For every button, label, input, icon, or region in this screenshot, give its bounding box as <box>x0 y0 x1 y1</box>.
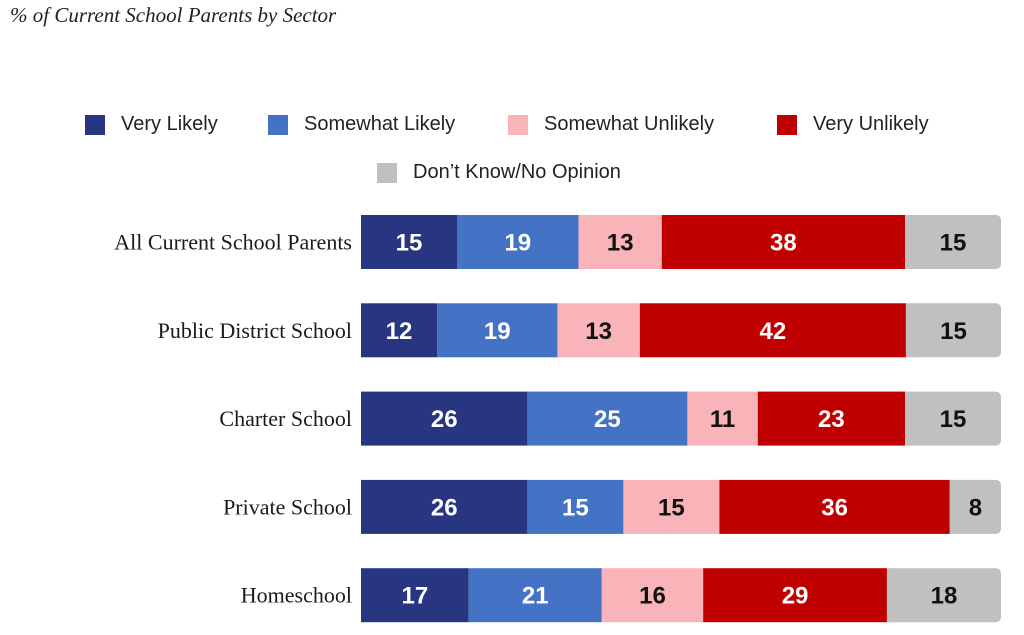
legend-label-somewhat-likely: Somewhat Likely <box>304 113 456 135</box>
bar-segment-somewhat-likely <box>457 215 579 269</box>
bar-segment-somewhat-unlikely <box>623 479 720 534</box>
bar-segment-very-likely <box>361 303 438 358</box>
bar-segment-somewhat-likely <box>527 391 688 446</box>
category-label: Homeschool <box>241 583 352 608</box>
bar-row-all-current-school-parents: All Current School Parents 15 19 13 38 15 <box>114 215 1001 269</box>
data-label: 21 <box>522 583 549 610</box>
legend-label-very-likely: Very Likely <box>121 113 218 135</box>
category-label: Private School <box>223 494 352 519</box>
bar-segment-very-unlikely <box>661 215 905 269</box>
data-label: 8 <box>969 494 982 521</box>
bar-segment-very-likely <box>361 215 457 269</box>
bar-segment-don-t-know-no-opinion <box>905 303 1001 358</box>
category-label: Charter School <box>219 406 352 431</box>
data-label: 11 <box>710 406 735 433</box>
bar-segment-very-likely <box>361 391 528 446</box>
legend-item-very-unlikely: Very Unlikely <box>777 113 929 136</box>
bar-segment-edge <box>905 303 914 358</box>
bar-segment-somewhat-unlikely <box>601 568 704 623</box>
data-label: 36 <box>821 494 848 521</box>
category-label: All Current School Parents <box>114 230 352 255</box>
bar-row-charter-school: Charter School 26 25 11 23 15 <box>219 391 1001 446</box>
bar-segment-edge <box>886 568 895 623</box>
data-label: 13 <box>607 230 634 257</box>
data-label: 18 <box>931 583 958 610</box>
data-label: 13 <box>585 318 612 345</box>
data-label: 16 <box>639 583 666 610</box>
bar-segment-edge <box>905 391 913 446</box>
data-label: 19 <box>504 230 531 257</box>
legend-swatch-somewhat-unlikely <box>508 114 528 135</box>
data-label: 25 <box>594 406 621 433</box>
legend-swatch-very-unlikely <box>777 114 797 135</box>
bar-segment-don-t-know-no-opinion <box>905 391 1001 446</box>
bar-segment-very-likely <box>361 568 469 623</box>
data-label: 38 <box>770 230 797 257</box>
legend-label-somewhat-unlikely: Somewhat Unlikely <box>544 113 715 135</box>
bar-segment-somewhat-likely <box>437 303 558 358</box>
bar-segment-don-t-know-no-opinion <box>949 479 1001 534</box>
bar-segment-somewhat-likely <box>527 479 624 534</box>
data-label: 15 <box>562 494 589 521</box>
bar-segment-somewhat-likely <box>468 568 602 623</box>
legend-swatch-somewhat-likely <box>268 114 288 135</box>
data-label: 15 <box>940 318 967 345</box>
legend-item-somewhat-unlikely: Somewhat Unlikely <box>508 113 714 136</box>
bar-segment-edge <box>949 479 958 534</box>
bar-segment-don-t-know-no-opinion <box>886 568 1001 623</box>
legend-swatch-very-likely <box>85 114 105 135</box>
data-label: 26 <box>431 494 458 521</box>
data-label: 15 <box>940 406 967 433</box>
bar-segment-very-unlikely <box>757 391 905 446</box>
bar-segment-very-unlikely <box>703 568 887 623</box>
bar-row-private-school: Private School 26 15 15 36 8 <box>223 479 1001 534</box>
data-label: 23 <box>818 406 845 433</box>
bar-segment-don-t-know-no-opinion <box>905 215 1001 269</box>
bar-segment-very-unlikely <box>639 303 906 358</box>
bar-segment-very-unlikely <box>719 479 950 534</box>
legend-item-very-likely: Very Likely <box>85 113 218 136</box>
category-label: Public District School <box>158 318 352 343</box>
data-label: 15 <box>396 230 423 257</box>
legend-item-somewhat-likely: Somewhat Likely <box>268 113 455 136</box>
legend-label-very-unlikely: Very Unlikely <box>813 113 929 135</box>
legend-swatch-dont-know <box>377 162 397 183</box>
data-label: 29 <box>782 583 809 610</box>
data-label: 26 <box>431 406 458 433</box>
data-label: 15 <box>658 494 685 521</box>
bar-row-homeschool: Homeschool 17 21 16 29 18 <box>241 568 1001 623</box>
legend-item-dont-know: Don’t Know/No Opinion <box>377 161 621 184</box>
bar-segment-very-likely <box>361 479 528 534</box>
chart-title: % of Current School Parents by Sector <box>10 3 337 27</box>
bar-segment-somewhat-unlikely <box>557 303 640 358</box>
data-label: 19 <box>484 318 511 345</box>
data-label: 15 <box>940 230 967 257</box>
legend-label-dont-know: Don’t Know/No Opinion <box>413 161 621 183</box>
data-label: 17 <box>402 583 429 610</box>
bar-row-public-district-school: Public District School 12 19 13 42 15 <box>158 303 1001 358</box>
data-label: 42 <box>760 318 787 345</box>
bar-segment-edge <box>905 215 913 269</box>
data-label: 12 <box>386 318 413 345</box>
bar-segment-somewhat-unlikely <box>687 391 758 446</box>
bar-segment-somewhat-unlikely <box>578 215 662 269</box>
